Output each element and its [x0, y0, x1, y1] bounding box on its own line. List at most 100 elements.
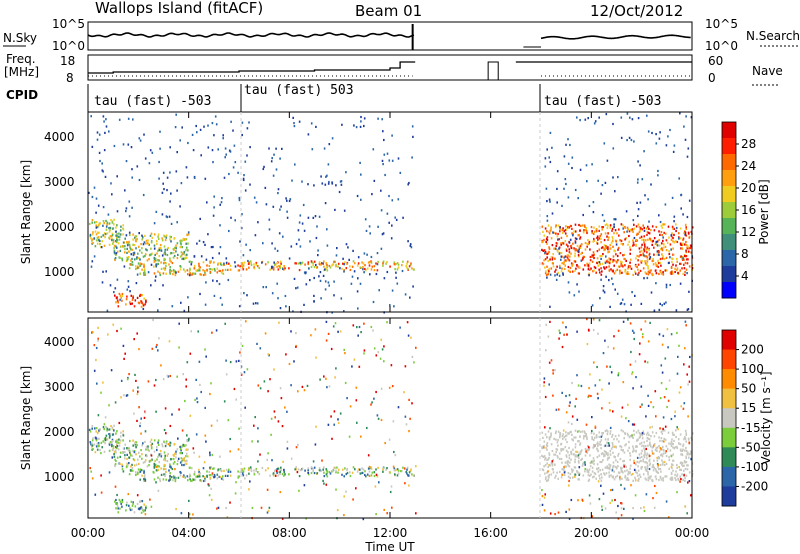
power-cell: [228, 262, 230, 265]
velocity-cell: [344, 352, 346, 355]
power-cell: [121, 292, 124, 296]
power-cell: [105, 228, 108, 231]
velocity-cell: [267, 467, 269, 470]
power-cell: [603, 244, 606, 247]
power-cell: [560, 255, 563, 258]
velocity-cell: [550, 434, 552, 437]
velocity-cell: [676, 466, 678, 469]
velocity-cell: [386, 512, 388, 515]
velocity-cell: [146, 455, 148, 458]
velocity-cell: [150, 438, 153, 441]
power-cell: [139, 249, 141, 252]
power-cell: [202, 261, 205, 264]
velocity-cell: [208, 474, 211, 477]
velocity-cell: [104, 436, 107, 440]
power-cell: [199, 217, 201, 220]
power-cell: [624, 238, 626, 241]
power-cell: [360, 173, 362, 176]
power-cell: [134, 238, 137, 241]
velocity-cell: [656, 459, 659, 462]
power-cell: [111, 220, 114, 223]
power-cell: [204, 177, 207, 180]
velocity-cell: [266, 488, 269, 491]
velocity-cell: [631, 372, 633, 376]
velocity-cell: [111, 456, 114, 459]
velocity-cell: [650, 445, 652, 448]
power-cell: [544, 157, 547, 160]
power-cell: [639, 201, 642, 204]
velocity-cell: [169, 475, 171, 478]
power-cell: [584, 225, 586, 228]
power-cell: [588, 274, 590, 277]
velocity-cell: [661, 432, 664, 435]
velocity-cell: [190, 330, 192, 333]
velocity-cell: [120, 502, 122, 505]
power-cell: [130, 146, 133, 149]
power-cell: [172, 256, 175, 259]
power-cell: [368, 261, 371, 264]
velocity-cell: [578, 473, 580, 476]
power-colorbar-swatch: [722, 282, 736, 299]
velocity-cell: [670, 471, 673, 474]
power-cell: [600, 237, 602, 240]
velocity-cell: [569, 401, 571, 404]
power-cell: [667, 261, 670, 265]
velocity-cell: [128, 504, 130, 507]
power-cell: [268, 147, 270, 150]
power-cell: [624, 270, 627, 273]
power-cell: [102, 234, 104, 237]
power-cell: [315, 125, 317, 128]
power-cell: [148, 162, 151, 165]
velocity-cell: [623, 463, 626, 467]
power-cell: [648, 252, 651, 255]
velocity-cell: [666, 405, 668, 409]
power-cell: [204, 303, 207, 306]
power-cell: [160, 249, 163, 252]
velocity-cell: [386, 467, 388, 470]
power-cell: [588, 240, 591, 243]
power-cell: [187, 296, 189, 299]
velocity-cell: [210, 424, 213, 427]
power-cell: [637, 232, 639, 235]
power-cell: [659, 220, 662, 224]
power-cell: [116, 224, 118, 227]
power-cell: [616, 254, 619, 258]
velocity-cell: [633, 468, 636, 471]
power-cell: [686, 155, 689, 158]
velocity-cell: [552, 394, 554, 397]
power-cell: [607, 246, 609, 249]
velocity-cell: [562, 321, 564, 324]
velocity-cell: [89, 467, 91, 470]
velocity-cell: [572, 439, 574, 442]
power-cell: [291, 179, 293, 182]
velocity-cell: [647, 479, 650, 482]
power-cell: [250, 262, 252, 265]
power-cell: [603, 239, 606, 242]
velocity-cell: [644, 466, 646, 469]
velocity-cell: [147, 445, 149, 448]
power-cell: [568, 291, 571, 294]
velocity-cell: [571, 422, 573, 426]
power-cell: [603, 247, 605, 250]
nsky-line: [87, 32, 415, 38]
power-cell: [555, 247, 557, 250]
velocity-cell: [165, 440, 168, 443]
velocity-cell: [343, 495, 345, 498]
velocity-cell: [647, 473, 649, 476]
power-cell: [118, 292, 121, 295]
power-cell: [166, 189, 168, 192]
velocity-cell: [600, 484, 602, 487]
velocity-cell: [325, 473, 328, 476]
power-cell: [353, 270, 356, 273]
velocity-cell: [687, 383, 689, 386]
velocity-cell: [122, 430, 124, 433]
power-cell: [364, 264, 366, 267]
velocity-cell: [545, 323, 547, 326]
power-cell: [655, 282, 657, 285]
power-cell: [397, 263, 400, 266]
power-cell: [665, 286, 668, 289]
velocity-cell: [632, 450, 634, 453]
power-cell: [607, 261, 609, 264]
power-cell: [685, 234, 687, 237]
freq-tick-bottom: 8: [66, 71, 74, 85]
